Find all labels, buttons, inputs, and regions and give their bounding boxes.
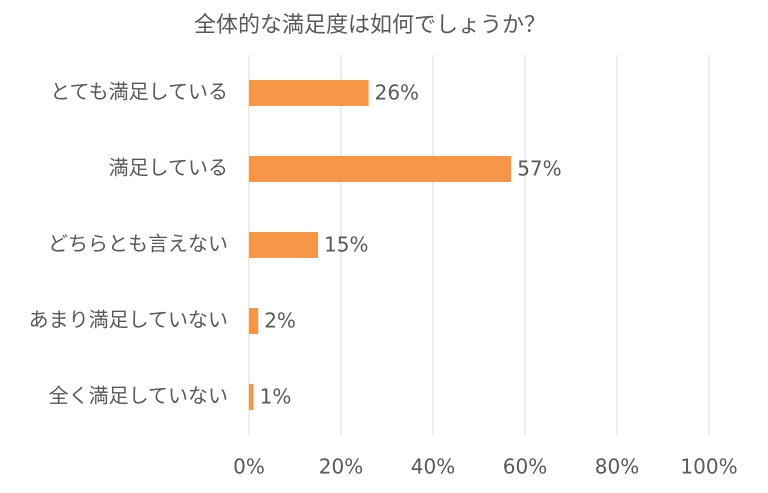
x-tick-label: 80% [595,455,639,479]
y-tick-label: 全く満足していない [49,384,228,408]
bar [249,232,318,258]
data-label: 2% [264,309,296,333]
data-label: 15% [324,233,368,257]
data-label: 57% [517,157,561,181]
y-tick-label: どちらとも言えない [48,232,228,256]
x-tick-label: 40% [411,455,455,479]
y-tick-label: とても満足している [50,80,228,104]
y-tick-label: あまり満足していない [29,308,228,332]
x-tick-label: 60% [503,455,547,479]
bar [249,308,259,334]
x-tick-label: 0% [233,455,265,479]
data-label: 1% [260,385,292,409]
y-tick-label: 満足している [109,156,228,180]
x-tick-label: 100% [680,455,737,479]
bar [249,80,369,106]
chart-title: 全体的な満足度は如何でしょうか？ [194,13,546,38]
bar [249,156,512,182]
data-label: 26% [375,81,419,105]
bar [249,384,254,410]
x-tick-label: 20% [319,455,363,479]
